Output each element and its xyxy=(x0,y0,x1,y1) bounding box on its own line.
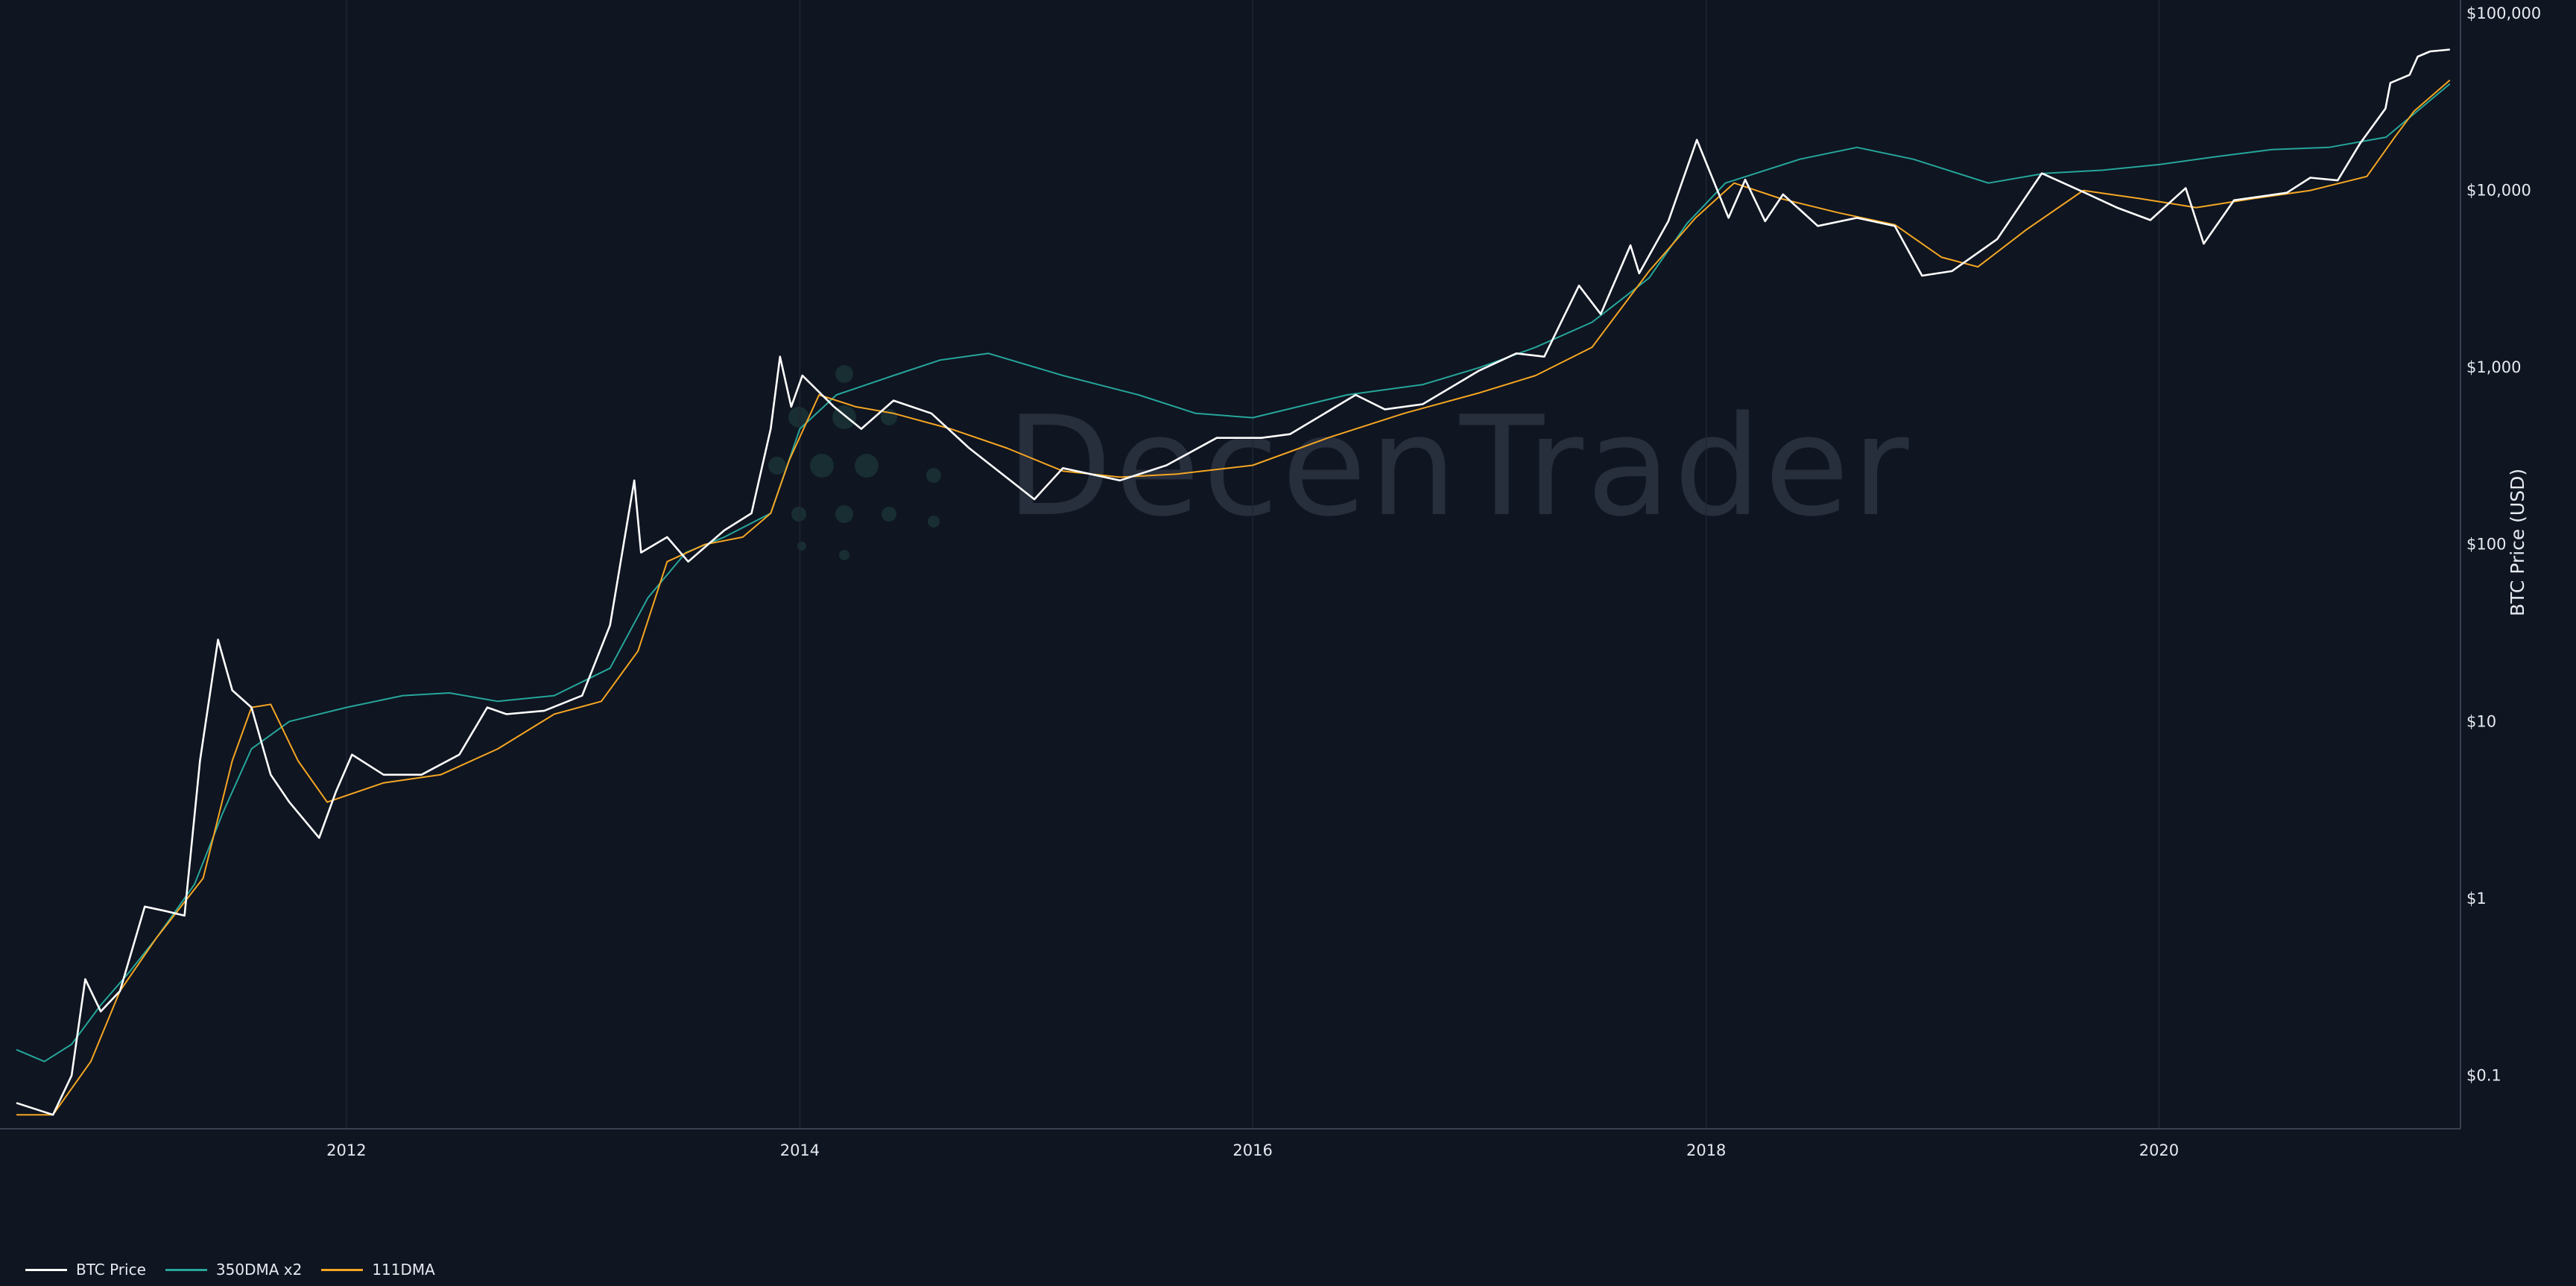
y-tick-label: $100,000 xyxy=(2466,4,2541,22)
watermark-dot xyxy=(855,454,879,478)
x-tick-label: 2012 xyxy=(326,1141,366,1159)
watermark-dot xyxy=(839,550,849,560)
watermark-dot xyxy=(835,505,853,523)
btc-price-line xyxy=(16,48,2450,1116)
series-layer xyxy=(16,48,2451,1116)
watermark-dot xyxy=(768,457,786,475)
watermark-logo: DecenTrader xyxy=(768,365,1912,560)
legend-label-111dma: 111DMA xyxy=(372,1261,435,1279)
watermark-dot xyxy=(788,407,809,428)
y-tick-label: $100 xyxy=(2466,536,2506,554)
legend-label-350dma: 350DMA x2 xyxy=(215,1261,303,1279)
dma350x2-line xyxy=(16,83,2451,1062)
watermark-dot xyxy=(926,468,941,483)
watermark-dot xyxy=(797,542,806,551)
y-axis-title: BTC Price (USD) xyxy=(2507,469,2528,616)
legend: BTC Price 350DMA x2 111DMA xyxy=(25,1261,435,1279)
watermark-dots-icon xyxy=(768,365,941,560)
legend-item-350dma[interactable]: 350DMA x2 xyxy=(165,1261,302,1279)
legend-label-price: BTC Price xyxy=(76,1261,146,1279)
dma111-line xyxy=(16,79,2451,1116)
watermark-dot xyxy=(882,507,896,522)
y-tick-label: $10 xyxy=(2466,712,2496,730)
y-tick-label: $1,000 xyxy=(2466,358,2521,376)
watermark-dot xyxy=(835,365,853,383)
watermark-dot xyxy=(791,507,806,522)
watermark-dot xyxy=(928,516,940,528)
y-tick-label: $1 xyxy=(2466,890,2487,908)
x-tick-label: 2016 xyxy=(1232,1141,1272,1159)
dma350-swatch-icon xyxy=(165,1268,207,1271)
watermark-dot xyxy=(810,454,834,478)
price-swatch-icon xyxy=(25,1268,67,1271)
y-tick-label: $10,000 xyxy=(2466,182,2531,200)
y-axis-ticks: $0.1 $1 $10 $100 $1,000 $10,000 $100,000 xyxy=(2466,4,2541,1084)
x-tick-label: 2018 xyxy=(1686,1141,1726,1159)
legend-item-111dma[interactable]: 111DMA xyxy=(321,1261,435,1279)
x-tick-label: 2014 xyxy=(780,1141,820,1159)
x-axis-ticks: 2012 2014 2016 2018 2020 xyxy=(326,1141,2179,1159)
watermark-text: DecenTrader xyxy=(1006,386,1912,547)
vertical-gridlines xyxy=(346,0,2160,1129)
dma111-swatch-icon xyxy=(321,1268,364,1271)
y-tick-label: $0.1 xyxy=(2466,1066,2501,1084)
axes xyxy=(0,0,2461,1130)
x-tick-label: 2020 xyxy=(2139,1141,2179,1159)
legend-item-price[interactable]: BTC Price xyxy=(25,1261,146,1279)
